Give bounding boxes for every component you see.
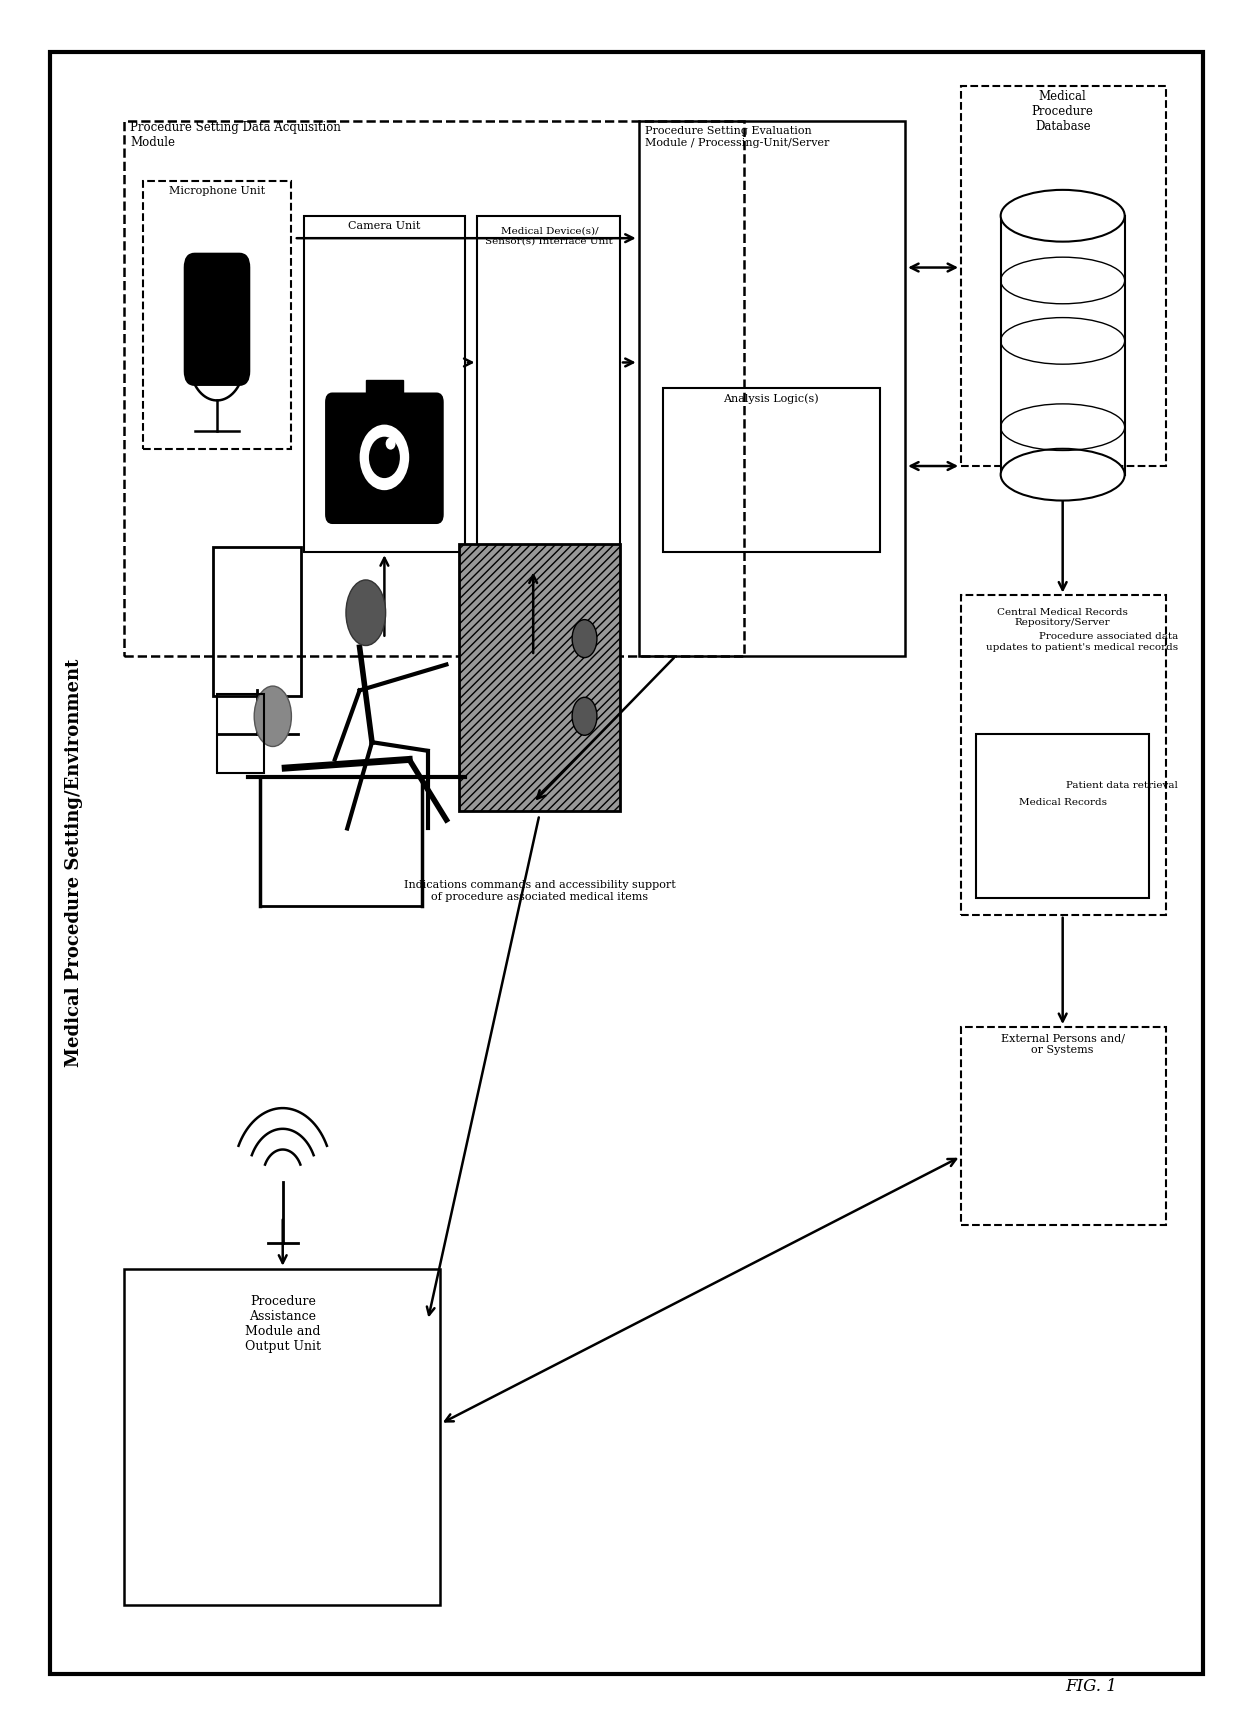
Text: Procedure Setting Data Acquisition
Module: Procedure Setting Data Acquisition Modul… bbox=[130, 121, 341, 148]
Text: Camera Unit: Camera Unit bbox=[348, 221, 420, 231]
Text: Procedure associated data
updates to patient's medical records: Procedure associated data updates to pat… bbox=[986, 632, 1178, 652]
Text: Medical Records: Medical Records bbox=[1019, 797, 1106, 808]
Text: FIG. 1: FIG. 1 bbox=[1065, 1678, 1117, 1695]
Ellipse shape bbox=[1001, 190, 1125, 242]
Text: Analysis Logic(s): Analysis Logic(s) bbox=[723, 394, 820, 404]
Bar bbox=[366, 380, 403, 404]
Ellipse shape bbox=[386, 438, 396, 450]
Text: Procedure
Assistance
Module and
Output Unit: Procedure Assistance Module and Output U… bbox=[244, 1294, 321, 1353]
Text: Procedure Setting Evaluation
Module / Processing-Unit/Server: Procedure Setting Evaluation Module / Pr… bbox=[645, 126, 830, 148]
Text: Microphone Unit: Microphone Unit bbox=[169, 186, 265, 197]
Text: External Persons and/
or Systems: External Persons and/ or Systems bbox=[1001, 1034, 1125, 1055]
Ellipse shape bbox=[1001, 449, 1125, 501]
FancyBboxPatch shape bbox=[459, 544, 620, 811]
Ellipse shape bbox=[346, 580, 386, 646]
Ellipse shape bbox=[370, 437, 399, 478]
Ellipse shape bbox=[254, 685, 291, 747]
Text: Medical Device(s)/
Sensor(s) Interface Unit: Medical Device(s)/ Sensor(s) Interface U… bbox=[485, 226, 614, 245]
Ellipse shape bbox=[360, 425, 409, 490]
Ellipse shape bbox=[572, 697, 596, 735]
Text: Central Medical Records
Repository/Server: Central Medical Records Repository/Serve… bbox=[997, 608, 1128, 627]
FancyBboxPatch shape bbox=[185, 254, 249, 385]
Text: Medical Procedure Setting/Environment: Medical Procedure Setting/Environment bbox=[66, 659, 83, 1067]
FancyBboxPatch shape bbox=[326, 394, 443, 523]
Text: Indications commands and accessibility support
of procedure associated medical i: Indications commands and accessibility s… bbox=[403, 880, 676, 903]
Bar bbox=[1001, 216, 1125, 475]
Ellipse shape bbox=[572, 620, 596, 658]
Text: Patient data retrieval: Patient data retrieval bbox=[1066, 780, 1178, 791]
Text: Medical
Procedure
Database: Medical Procedure Database bbox=[1032, 90, 1094, 133]
